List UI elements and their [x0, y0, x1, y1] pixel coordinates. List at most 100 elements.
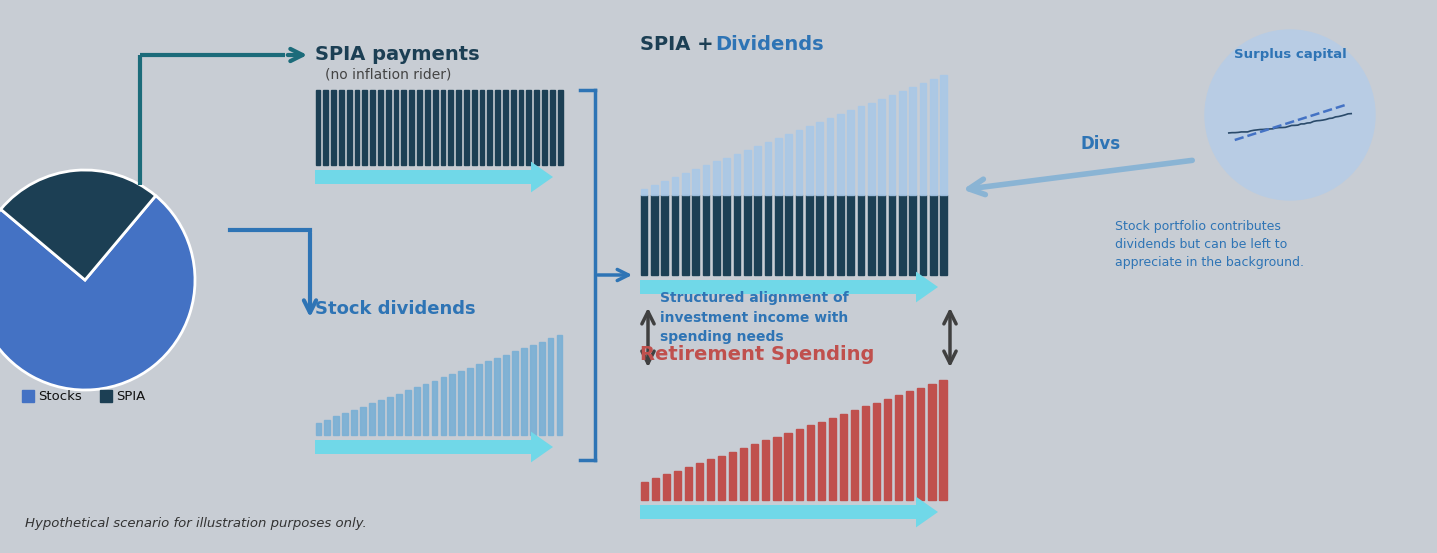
Bar	[651, 185, 658, 195]
Bar	[476, 364, 481, 435]
Bar	[316, 90, 320, 165]
Bar	[385, 90, 391, 165]
Bar	[826, 195, 833, 275]
Bar	[101, 390, 112, 402]
Bar	[868, 102, 875, 195]
Bar	[431, 380, 437, 435]
Bar	[661, 195, 668, 275]
Bar	[917, 388, 924, 500]
Bar	[355, 90, 359, 165]
Bar	[486, 361, 491, 435]
Bar	[539, 342, 545, 435]
Bar	[487, 90, 493, 165]
Bar	[796, 195, 802, 275]
Bar	[395, 394, 402, 435]
Bar	[394, 90, 398, 165]
Bar	[471, 90, 477, 165]
Bar	[744, 195, 750, 275]
Bar	[888, 95, 895, 195]
Bar	[510, 90, 516, 165]
Text: Stocks: Stocks	[37, 389, 82, 403]
Bar	[874, 403, 881, 500]
Bar	[785, 134, 792, 195]
Bar	[796, 130, 802, 195]
Bar	[550, 90, 555, 165]
Text: SPIA: SPIA	[116, 389, 145, 403]
Bar	[851, 410, 858, 500]
Bar	[361, 406, 366, 435]
Bar	[806, 425, 813, 500]
Bar	[414, 387, 420, 435]
Bar	[425, 90, 430, 165]
Bar	[450, 374, 456, 435]
Text: Structured alignment of
investment income with
spending needs: Structured alignment of investment incom…	[660, 291, 849, 344]
Bar	[641, 189, 647, 195]
Bar	[369, 404, 375, 435]
Bar	[467, 368, 473, 435]
Bar	[723, 158, 730, 195]
Bar	[530, 345, 536, 435]
Bar	[362, 90, 368, 165]
Bar	[816, 122, 823, 195]
Bar	[836, 195, 844, 275]
Bar	[858, 195, 864, 275]
Bar	[458, 371, 464, 435]
Bar	[346, 90, 352, 165]
Bar	[920, 83, 927, 195]
Bar	[862, 406, 869, 500]
Bar	[441, 90, 445, 165]
FancyArrow shape	[639, 497, 938, 528]
Text: SPIA +: SPIA +	[639, 35, 720, 54]
Bar	[512, 351, 517, 435]
Bar	[707, 460, 714, 500]
Bar	[752, 444, 759, 500]
Bar	[480, 90, 484, 165]
Bar	[387, 397, 392, 435]
Bar	[754, 146, 760, 195]
Bar	[641, 482, 648, 500]
Text: Retirement Spending: Retirement Spending	[639, 345, 874, 364]
Bar	[940, 195, 947, 275]
Bar	[878, 98, 885, 195]
Bar	[703, 195, 710, 275]
Bar	[496, 90, 500, 165]
Bar	[884, 399, 891, 500]
Bar	[806, 195, 812, 275]
Bar	[775, 195, 782, 275]
Text: Surplus capital: Surplus capital	[1233, 48, 1346, 61]
Bar	[519, 90, 523, 165]
Bar	[526, 90, 532, 165]
Bar	[371, 90, 375, 165]
Bar	[671, 195, 678, 275]
Bar	[681, 173, 688, 195]
Bar	[316, 423, 322, 435]
Wedge shape	[0, 196, 195, 390]
Bar	[713, 161, 720, 195]
FancyArrow shape	[315, 161, 553, 192]
Bar	[422, 384, 428, 435]
Bar	[878, 195, 885, 275]
Bar	[907, 392, 914, 500]
Text: Stock dividends: Stock dividends	[315, 300, 476, 318]
Bar	[351, 410, 356, 435]
Bar	[848, 195, 854, 275]
Bar	[681, 195, 688, 275]
Bar	[816, 195, 823, 275]
Bar	[868, 195, 875, 275]
Bar	[836, 114, 844, 195]
Bar	[558, 90, 562, 165]
Bar	[410, 90, 414, 165]
Bar	[542, 90, 547, 165]
Bar	[342, 413, 348, 435]
Bar	[898, 195, 905, 275]
Text: (no inflation rider): (no inflation rider)	[325, 67, 451, 81]
Circle shape	[1206, 30, 1375, 200]
Bar	[928, 384, 935, 500]
Bar	[662, 474, 670, 500]
Bar	[729, 452, 736, 500]
Bar	[693, 169, 698, 195]
Bar	[547, 338, 553, 435]
FancyArrow shape	[315, 431, 553, 462]
Bar	[723, 195, 730, 275]
Bar	[494, 358, 500, 435]
